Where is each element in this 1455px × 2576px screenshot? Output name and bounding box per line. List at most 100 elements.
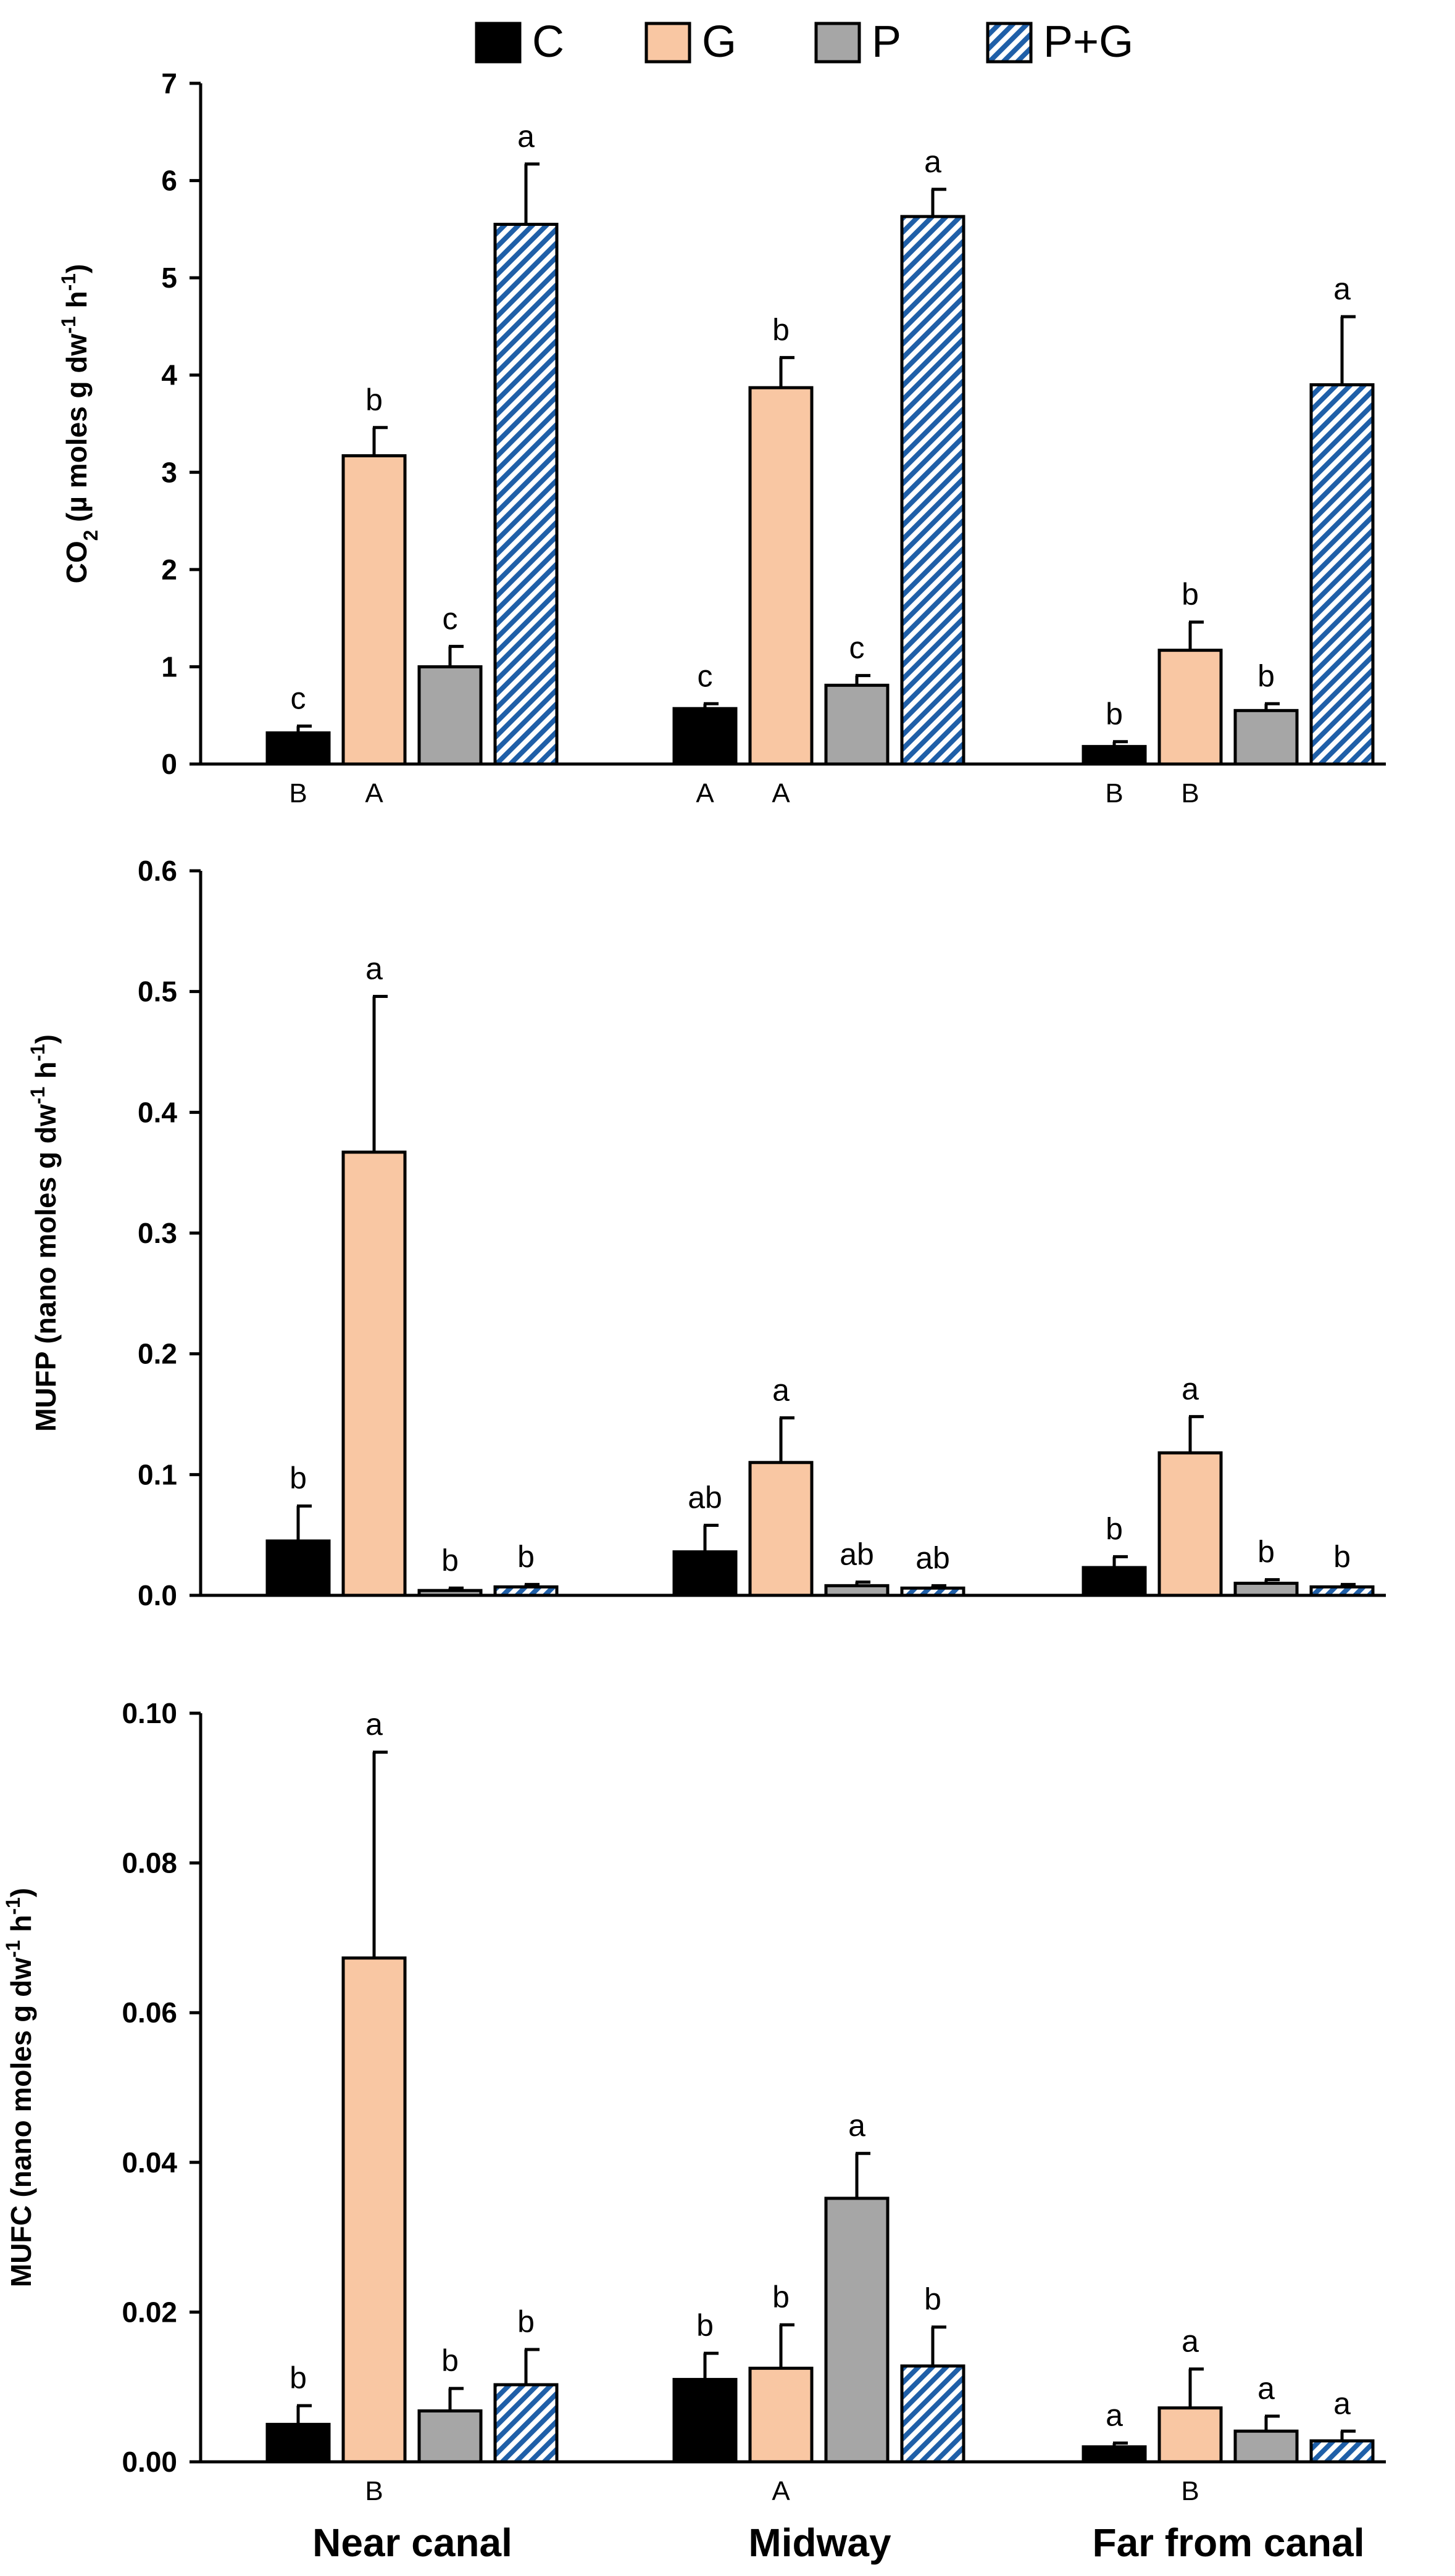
bar-P-1 [417, 1589, 483, 1597]
y-tick-label: 7 [161, 67, 177, 99]
significance-letter: a [365, 951, 383, 986]
significance-letter: b [290, 2361, 307, 2395]
significance-letter: c [443, 601, 458, 636]
y-tick-label: 0.02 [122, 2296, 177, 2328]
legend-label-G: G [702, 17, 736, 67]
significance-letter: b [1106, 697, 1123, 731]
bar-G-3 [1157, 1451, 1223, 1597]
group-letter: B [365, 2476, 383, 2506]
y-axis-label: MUFC (nano moles g dw-1 h-1) [2, 1888, 37, 2287]
bar-P+G-3 [1309, 383, 1375, 766]
y-tick-label: 0.08 [122, 1847, 177, 1879]
y-tick-label: 0.0 [138, 1579, 177, 1611]
legend-swatch-C [475, 22, 522, 64]
panel-3: 0.00 0.02 0.04 0.06 0.08 0.10 MUFC (nano moles… [2, 1697, 1386, 2506]
panels: 0 1 2 3 4 5 6 7 CO2 (µ moles g dw-1 h-1) c c b b b b c c… [2, 67, 1386, 2565]
bar-C-1 [265, 731, 331, 766]
bar-P+G-1 [493, 2383, 559, 2464]
significance-letter: a [848, 2108, 865, 2143]
y-tick-label: 0.06 [122, 1996, 177, 2029]
y-tick-label: 0.4 [138, 1096, 177, 1128]
group-letter: B [1181, 2476, 1199, 2506]
bar-G-2 [748, 1461, 814, 1597]
y-tick-label: 0.3 [138, 1217, 177, 1249]
legend-swatch-P [814, 22, 861, 64]
bar-P+G-1 [493, 222, 559, 766]
y-tick-label: 4 [161, 359, 177, 391]
legend-label-P: P [872, 17, 901, 67]
bar-C-2 [672, 707, 738, 766]
y-tick-label: 0 [161, 748, 177, 780]
bar-G-2 [748, 386, 814, 766]
legend-swatch-P+G [986, 22, 1033, 64]
y-tick-label: 1 [161, 650, 177, 683]
legend-label-C: C [532, 17, 564, 67]
significance-letter: b [290, 1461, 307, 1495]
bar-P-2 [824, 683, 890, 766]
legend: C G P P+G [475, 17, 1133, 67]
significance-letter: a [517, 119, 535, 154]
significance-letter: a [1182, 2324, 1199, 2359]
bar-C-1 [265, 2422, 331, 2464]
y-tick-label: 0.6 [138, 855, 177, 887]
significance-letter: b [517, 2304, 535, 2339]
significance-letter: b [772, 312, 790, 347]
significance-letter: ab [688, 1481, 722, 1515]
bar-P-1 [417, 2409, 483, 2464]
significance-letter: a [924, 144, 941, 179]
bar-C-2 [672, 2378, 738, 2464]
bar-C-1 [265, 1539, 331, 1597]
bar-P-1 [417, 665, 483, 766]
y-tick-label: 0.1 [138, 1458, 177, 1490]
group-letter: A [696, 778, 714, 808]
significance-letter: b [696, 2308, 714, 2343]
y-tick-label: 0.00 [122, 2446, 177, 2478]
y-tick-label: 2 [161, 554, 177, 586]
significance-letter: a [1333, 2386, 1351, 2420]
bar-G-1 [341, 454, 407, 766]
bar-P+G-2 [900, 215, 965, 766]
bar-P+G-3 [1309, 1585, 1375, 1597]
group-letter: B [1181, 778, 1199, 808]
group-letter: B [289, 778, 307, 808]
bar-C-3 [1082, 1566, 1147, 1597]
bar-G-1 [341, 1956, 407, 2464]
group-letter: A [772, 2476, 790, 2506]
significance-letter: a [1182, 1371, 1199, 1406]
bar-P-3 [1233, 708, 1299, 766]
y-tick-label: 0.04 [122, 2146, 177, 2179]
bar-P-3 [1233, 1581, 1299, 1597]
significance-letter: b [924, 2282, 941, 2317]
significance-letter: a [365, 1707, 383, 1742]
legend-label-P+G: P+G [1043, 17, 1133, 67]
significance-letter: b [1106, 1511, 1123, 1546]
y-tick-label: 0.5 [138, 976, 177, 1008]
significance-letter: b [1333, 1539, 1351, 1574]
significance-letter: a [1257, 2371, 1275, 2406]
significance-letter: b [1182, 577, 1199, 612]
y-tick-label: 5 [161, 262, 177, 294]
category-label-2: Midway [748, 2520, 891, 2565]
legend-swatch-G [644, 22, 691, 64]
bar-C-3 [1082, 2445, 1147, 2464]
y-axis-label: CO2 (µ moles g dw-1 h-1) [57, 264, 102, 584]
bar-P-2 [824, 1584, 890, 1597]
group-letter: A [772, 778, 790, 808]
bar-G-3 [1157, 2406, 1223, 2464]
bar-P+G-2 [900, 2364, 965, 2464]
bar-P+G-3 [1309, 2439, 1375, 2464]
bar-G-3 [1157, 649, 1223, 766]
significance-letter: b [365, 383, 383, 417]
significance-letter: c [698, 659, 713, 693]
significance-letter: b [772, 2280, 790, 2314]
bar-P+G-1 [493, 1585, 559, 1597]
panel-1: 0 1 2 3 4 5 6 7 CO2 (µ moles g dw-1 h-1) c c b b b b c c… [57, 67, 1386, 808]
significance-letter: b [441, 1543, 459, 1577]
bar-P-3 [1233, 2429, 1299, 2464]
significance-letter: a [772, 1373, 790, 1407]
significance-letter: c [849, 631, 865, 665]
panel-2: 0.0 0.1 0.2 0.3 0.4 0.5 0.6 MUFP (nano moles g … [27, 855, 1386, 1611]
y-tick-label: 0.2 [138, 1338, 177, 1370]
bar-P+G-2 [900, 1586, 965, 1597]
